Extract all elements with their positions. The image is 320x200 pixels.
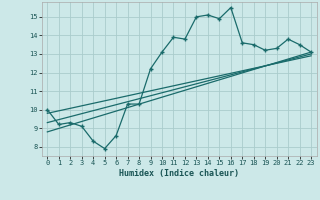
X-axis label: Humidex (Indice chaleur): Humidex (Indice chaleur) xyxy=(119,169,239,178)
